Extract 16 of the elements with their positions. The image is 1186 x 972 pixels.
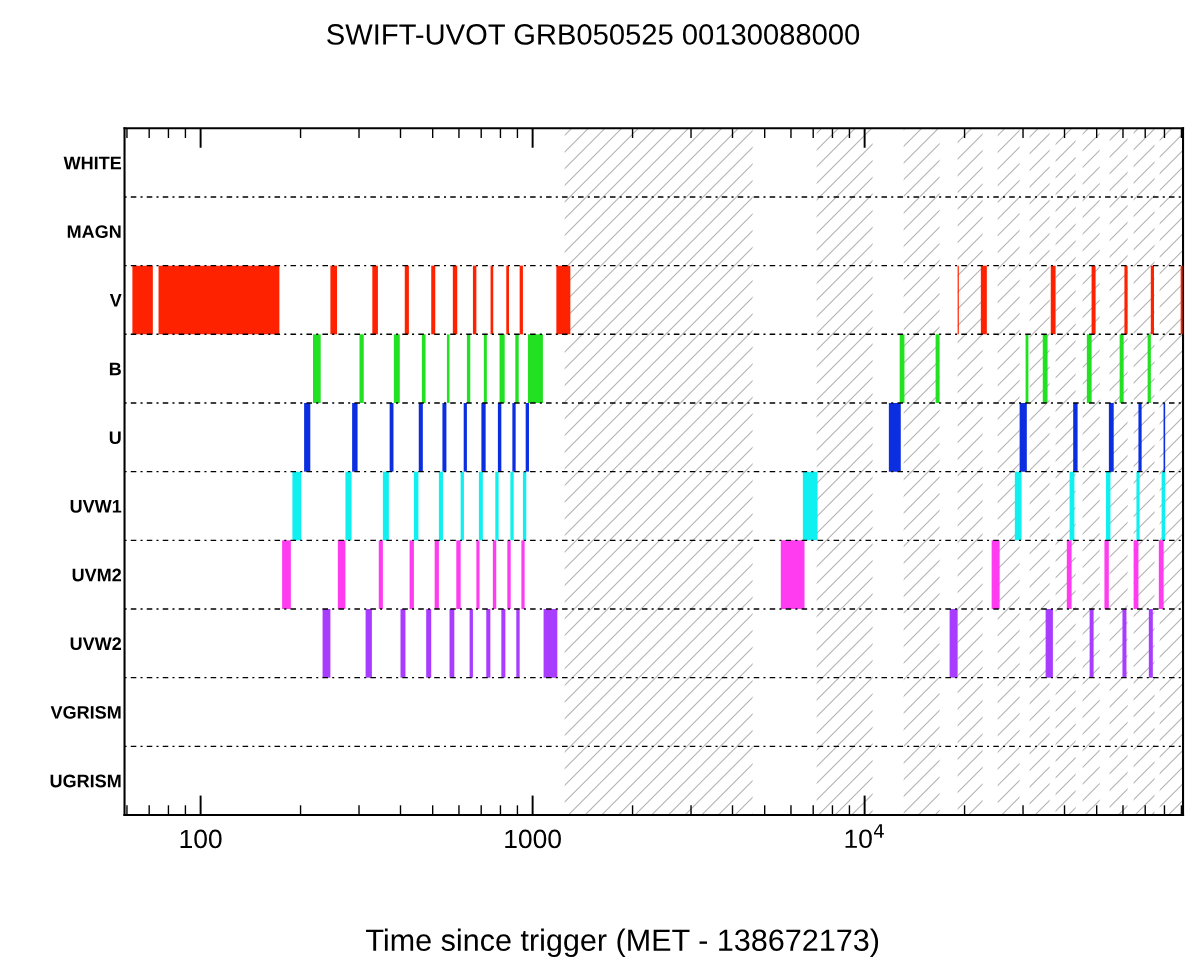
y-tick-label: WHITE [63,156,122,170]
x-tick-label: 100 [180,829,222,849]
y-tick-label: UVM2 [72,568,122,582]
y-tick-label: UGRISM [50,774,121,788]
x-tick-label: 1000 [505,829,561,849]
x-tick-label: 10$^{4}$ [845,824,884,849]
chart-title: SWIFT-UVOT GRB050525 00130088000 [327,24,860,45]
y-tick-label: V [109,294,122,307]
y-tick-label: VGRISM [50,705,121,719]
y-tick-label: UVW2 [70,637,122,651]
y-tick-label: B [109,362,121,376]
y-tick-label: MAGN [67,225,121,239]
y-tick-label: U [109,431,121,445]
y-tick-label: UVW1 [70,500,122,513]
bar [1150,265,1154,335]
x-axis-title: Time since trigger (MET - 138672173) [366,928,879,958]
